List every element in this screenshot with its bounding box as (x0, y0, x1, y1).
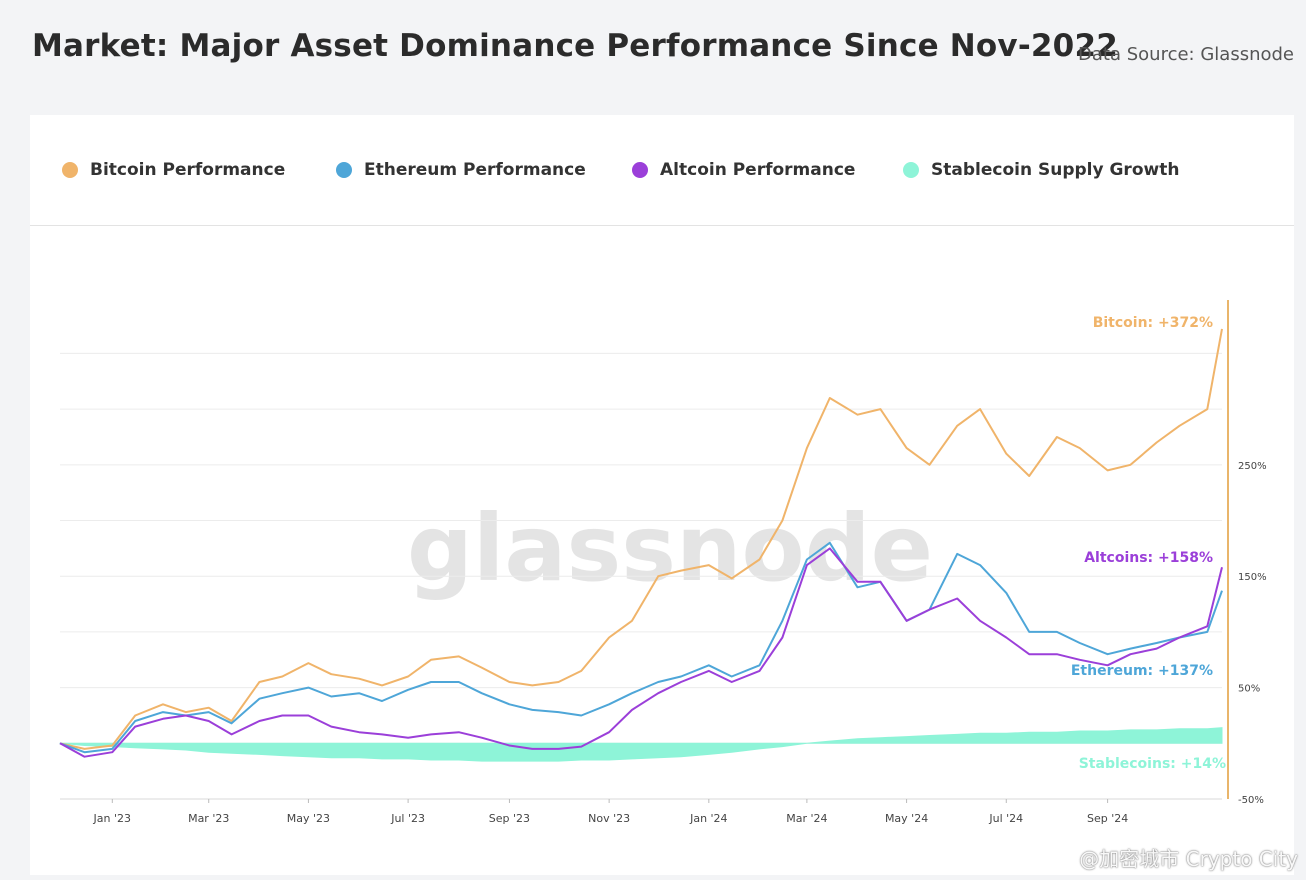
x-tick-label: Jul '24 (988, 812, 1023, 825)
x-tick-label: Mar '23 (188, 812, 229, 825)
legend-label-bitcoin: Bitcoin Performance (90, 160, 286, 180)
label-bitcoin: Bitcoin: +372% (1093, 315, 1213, 331)
legend-item-ethereum[interactable]: Ethereum Performance (336, 160, 586, 180)
label-altcoins: Altcoins: +158% (1084, 550, 1213, 566)
series-bitcoin-line (59, 328, 1223, 750)
legend-item-stablecoin[interactable]: Stablecoin Supply Growth (903, 160, 1179, 180)
legend-label-ethereum: Ethereum Performance (364, 160, 586, 180)
y-tick-label: 150% (1238, 572, 1267, 583)
legend: Bitcoin Performance Ethereum Performance… (30, 115, 1294, 226)
legend-item-altcoin[interactable]: Altcoin Performance (632, 160, 855, 180)
series-stablecoins-area (59, 727, 1223, 762)
x-tick-label: May '24 (885, 812, 928, 825)
y-tick-label: -50% (1238, 795, 1264, 806)
legend-dot-altcoin-icon (632, 162, 648, 178)
y-tick-label: 250% (1238, 461, 1267, 472)
data-source: Data Source: Glassnode (1078, 44, 1294, 65)
x-tick-label: Jan '24 (689, 812, 727, 825)
series-ethereum-line (59, 541, 1223, 754)
x-tick-label: Nov '23 (588, 812, 630, 825)
legend-label-stablecoin: Stablecoin Supply Growth (931, 160, 1180, 180)
credit-watermark: @加密城市 Crypto City (1079, 847, 1298, 871)
label-ethereum: Ethereum: +137% (1071, 663, 1213, 679)
x-tick-label: Sep '24 (1087, 812, 1128, 825)
x-tick-label: Mar '24 (786, 812, 827, 825)
x-tick-label: May '23 (287, 812, 330, 825)
x-tick-label: Sep '23 (489, 812, 530, 825)
performance-chart: glassnode 250% 150% 50% -50% Jan '23 Mar '23 Ma… (59, 300, 1267, 825)
legend-item-bitcoin[interactable]: Bitcoin Performance (62, 160, 285, 180)
x-tick-label: Jul '23 (390, 812, 425, 825)
legend-dot-ethereum-icon (336, 162, 352, 178)
x-tick-label: Jan '23 (93, 812, 131, 825)
legend-dot-bitcoin-icon (62, 162, 78, 178)
label-stablecoins: Stablecoins: +14% (1079, 756, 1226, 772)
legend-dot-stablecoin-icon (903, 162, 919, 178)
page-title: Market: Major Asset Dominance Performanc… (32, 28, 1118, 64)
legend-label-altcoin: Altcoin Performance (660, 160, 856, 180)
series-altcoins-line (59, 547, 1223, 758)
y-tick-label: 50% (1238, 684, 1260, 695)
glassnode-watermark: glassnode (407, 495, 933, 602)
chart-card: Bitcoin Performance Ethereum Performance… (30, 115, 1294, 875)
